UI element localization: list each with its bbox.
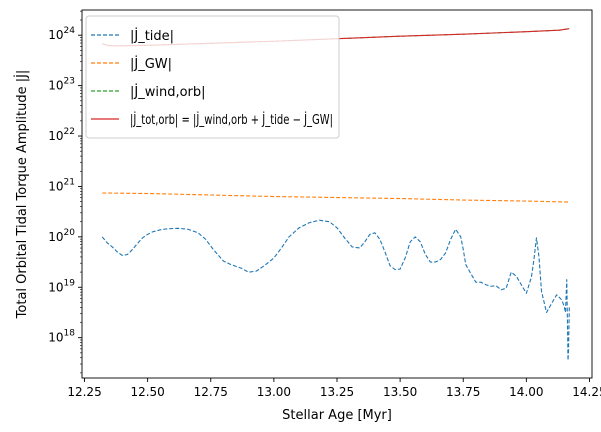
y-tick-label: 1021 (48, 177, 75, 193)
x-axis-label: Stellar Age [Myr] (282, 408, 392, 423)
x-tick-label: 14.25 (572, 385, 601, 399)
legend-label-total: |J̇_tot,orb| = |J̇_wind,orb + J̇_tide − … (130, 113, 333, 128)
legend-item-tide: |J̇_tide| (91, 29, 174, 44)
x-tick-label: 13.50 (383, 385, 417, 399)
y-tick-label: 1022 (48, 127, 75, 143)
legend-label-tide: |J̇_tide| (130, 29, 174, 44)
y-tick-label: 1019 (48, 278, 75, 294)
x-tick-label: 12.50 (130, 385, 164, 399)
legend: |J̇_tide| |J̇_GW| |J̇_wind,orb| |J̇_tot,… (85, 15, 340, 139)
x-tick-label: 14.00 (509, 385, 543, 399)
y-axis: 1018 1019 1020 1021 1022 1023 1024 (48, 10, 82, 374)
legend-label-wind: |J̇_wind,orb| (130, 85, 206, 100)
series-line-0 (101, 219, 570, 361)
y-tick-label: 1020 (48, 228, 75, 244)
y-tick-label: 1023 (48, 77, 75, 93)
x-axis: 12.25 12.50 12.75 13.00 13.25 13.50 13.75 14.00… (67, 378, 601, 399)
x-tick-label: 13.00 (257, 385, 291, 399)
legend-label-gw: |J̇_GW| (130, 57, 172, 72)
legend-item-gw: |J̇_GW| (91, 57, 172, 72)
legend-item-wind: |J̇_wind,orb| (91, 85, 206, 100)
x-tick-label: 13.75 (446, 385, 480, 399)
x-tick-label: 12.25 (67, 385, 101, 399)
x-tick-label: 12.75 (194, 385, 228, 399)
x-tick-label: 13.25 (320, 385, 354, 399)
y-tick-label: 1024 (48, 26, 75, 42)
y-tick-label: 1018 (48, 329, 75, 345)
y-axis-label: Total Orbital Tidal Torque Amplitude |J̇… (15, 70, 30, 320)
series-line-1 (102, 192, 570, 203)
legend-box (85, 15, 340, 139)
legend-item-total: |J̇_tot,orb| = |J̇_wind,orb + J̇_tide − … (91, 113, 333, 128)
